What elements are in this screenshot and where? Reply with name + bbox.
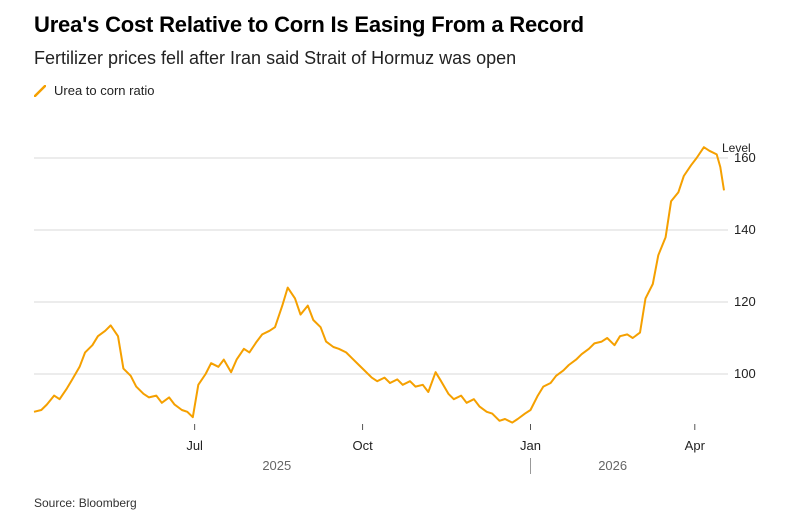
chart-title: Urea's Cost Relative to Corn Is Easing F… <box>34 12 584 37</box>
legend-swatch-icon <box>34 84 46 97</box>
year-label-2026: 2026 <box>598 458 627 473</box>
x-tick-label-jan: Jan <box>520 438 541 453</box>
legend: Urea to corn ratio <box>34 83 154 98</box>
source-note: Source: Bloomberg <box>34 496 137 510</box>
x-tick-label-apr: Apr <box>685 438 706 453</box>
y-axis-label: Level <box>722 141 751 155</box>
year-label-2025: 2025 <box>262 458 291 473</box>
y-tick-label-160: 160 <box>734 150 756 165</box>
x-tick-label-jul: Jul <box>186 438 203 453</box>
x-tick-label-oct: Oct <box>352 438 373 453</box>
y-tick-label-140: 140 <box>734 222 756 237</box>
y-tick-label-100: 100 <box>734 366 756 381</box>
y-tick-label-120: 120 <box>734 294 756 309</box>
chart-subtitle: Fertilizer prices fell after Iran said S… <box>34 48 517 68</box>
series-line-0 <box>33 146 725 424</box>
legend-label: Urea to corn ratio <box>54 83 155 98</box>
